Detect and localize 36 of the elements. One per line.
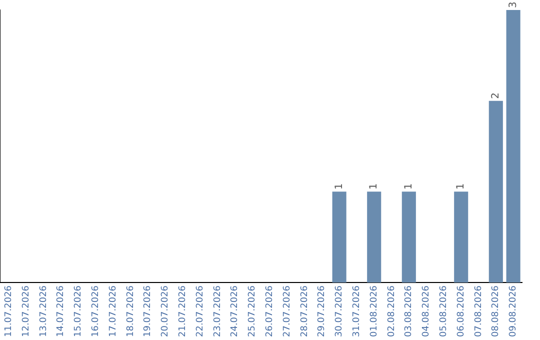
x-tick-label: 23.07.2026: [212, 285, 223, 337]
x-tick-label: 25.07.2026: [248, 285, 258, 337]
data-label: 1: [403, 183, 414, 190]
x-tick-label: 02.08.2026: [386, 285, 397, 337]
x-tick-label: 04.08.2026: [422, 285, 432, 337]
x-tick-label: 20.07.2026: [160, 285, 171, 337]
x-tick-label: 08.08.2026: [491, 285, 502, 337]
x-tick-label: 01.08.2026: [369, 285, 380, 337]
x-tick-label: 22.07.2026: [195, 285, 206, 337]
data-label: 1: [456, 183, 467, 190]
data-label: 1: [368, 183, 380, 190]
x-tick-label: 06.08.2026: [456, 285, 466, 337]
x-tick-label: 09.08.2026: [508, 285, 519, 337]
x-tick-label: 15.07.2026: [74, 285, 84, 337]
x-tick-label: 05.08.2026: [439, 285, 450, 337]
x-tick-label: 07.08.2026: [474, 285, 484, 337]
x-tick-label: 13.07.2026: [38, 285, 49, 337]
x-tick-label: 21.07.2026: [178, 285, 188, 337]
x-tick-label: 12.07.2026: [21, 285, 32, 337]
data-label: 1: [334, 183, 345, 190]
x-tick-label: 30.07.2026: [334, 285, 345, 337]
x-tick-label: 29.07.2026: [317, 285, 328, 337]
x-tick-label: 11.07.2026: [4, 285, 14, 337]
x-tick-label: 03.08.2026: [404, 285, 414, 337]
x-tick-label: 18.07.2026: [126, 285, 136, 337]
x-tick-label: 24.07.2026: [230, 285, 240, 337]
x-tick-label: 28.07.2026: [300, 285, 310, 337]
x-tick-label: 17.07.2026: [108, 285, 118, 337]
data-label: 3: [508, 2, 519, 8]
x-tick-label: 26.07.2026: [265, 285, 276, 337]
x-tick-label: 19.07.2026: [143, 285, 154, 337]
x-tick-label: 27.07.2026: [282, 285, 292, 337]
x-tick-label: 31.07.2026: [352, 285, 362, 337]
x-tick-label: 16.07.2026: [91, 285, 102, 337]
x-tick-label: 14.07.2026: [56, 285, 66, 337]
data-label: 2: [490, 92, 502, 99]
